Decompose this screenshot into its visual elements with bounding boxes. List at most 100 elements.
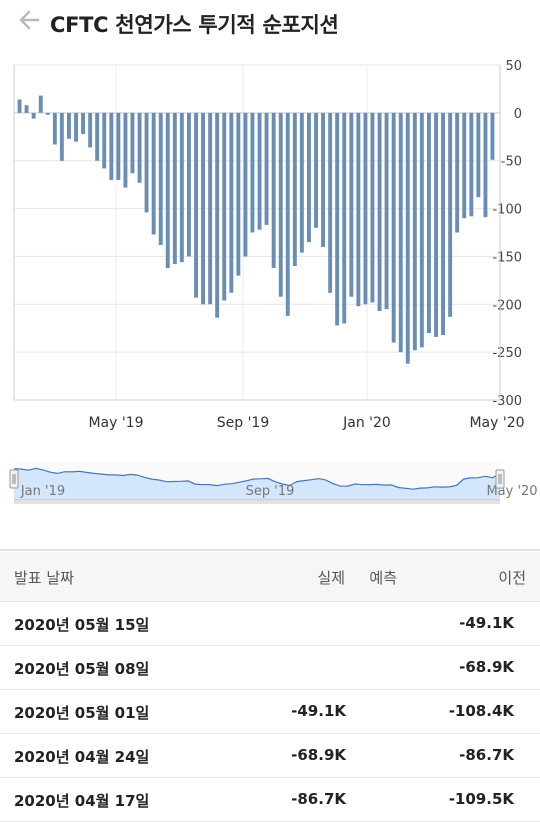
row-date: 2020년 05월 08일 — [14, 660, 150, 678]
x-tick-label: Sep '19 — [217, 415, 270, 431]
row-previous: -108.4K — [448, 702, 514, 720]
bar — [102, 112, 107, 169]
bar — [391, 112, 396, 343]
bar — [201, 112, 205, 305]
bar — [24, 105, 29, 113]
bar — [462, 112, 467, 219]
bar — [187, 112, 191, 257]
navigator-line — [13, 467, 501, 490]
navigator-tick-label: May '20 — [486, 484, 537, 499]
navigator-scrollbar[interactable] — [14, 501, 500, 504]
bar — [172, 112, 177, 265]
row-date: 2020년 04월 24일 — [14, 748, 150, 766]
bar — [250, 112, 255, 233]
bar — [441, 112, 445, 336]
row-actual: -68.9K — [291, 746, 346, 764]
y-tick-label: -50 — [501, 155, 522, 170]
bar — [377, 112, 382, 312]
bar — [95, 112, 100, 161]
bar — [356, 112, 361, 307]
x-tick-label: Jan '20 — [342, 415, 391, 431]
bar — [165, 112, 170, 269]
bar — [448, 112, 453, 317]
bar-chart: 50 0 -50 -100 -150 -200 -250 -300 May '19 Sep '19… — [9, 59, 538, 504]
bar — [158, 112, 163, 246]
bar — [130, 112, 135, 174]
y-tick-label: -300 — [492, 394, 522, 409]
row-actual: -49.1K — [291, 702, 346, 720]
bar — [455, 112, 460, 233]
bar — [222, 112, 227, 301]
y-tick-label: 50 — [505, 59, 522, 74]
bar — [321, 112, 325, 247]
y-tick-label: 0 — [514, 107, 522, 122]
bar — [370, 112, 375, 303]
bar — [469, 112, 474, 217]
row-actual: -86.7K — [291, 790, 346, 808]
bar — [342, 112, 347, 324]
x-tick-label: May '19 — [88, 415, 143, 431]
section-divider — [0, 549, 540, 551]
row-previous: -68.9K — [459, 658, 514, 676]
bar — [278, 112, 283, 297]
y-tick-label: -150 — [492, 250, 522, 265]
bar — [285, 112, 290, 316]
bar — [67, 112, 71, 139]
bar — [208, 112, 213, 305]
y-tick-label: -200 — [492, 298, 522, 313]
navigator-handle-left[interactable] — [9, 469, 19, 489]
y-tick-label: -100 — [492, 203, 522, 218]
bar — [38, 95, 43, 113]
bar — [52, 112, 57, 145]
row-date: 2020년 05월 01일 — [14, 704, 150, 722]
bar — [74, 112, 78, 142]
header-date: 발표 날짜 — [14, 569, 74, 587]
row-date: 2020년 04월 17일 — [14, 792, 150, 810]
bar — [179, 112, 184, 263]
table-row[interactable]: 2020년 04월 17일 -86.7K -109.5K — [0, 778, 540, 822]
bar — [299, 112, 304, 253]
release-table: 발표 날짜 실제 예측 이전 2020년 05월 15일 -49.1K 2020년 … — [0, 552, 540, 822]
bar — [292, 112, 297, 267]
bar — [45, 112, 50, 115]
header-forecast: 예측 — [369, 569, 397, 587]
table-row[interactable]: 2020년 05월 08일 -68.9K — [0, 646, 540, 690]
bar — [314, 112, 318, 228]
bar — [81, 112, 85, 134]
bar — [363, 112, 368, 305]
chart-area: 50 0 -50 -100 -150 -200 -250 -300 May '19 Sep '19… — [0, 50, 540, 550]
x-tick-label: May '20 — [469, 415, 524, 431]
bar — [412, 112, 417, 351]
navigator-area — [14, 468, 500, 500]
row-date: 2020년 05월 15일 — [14, 616, 150, 634]
bar — [257, 112, 262, 230]
bar — [483, 112, 488, 218]
bar — [328, 112, 333, 293]
table-row[interactable]: 2020년 04월 24일 -68.9K -86.7K — [0, 734, 540, 778]
navigator-handle-right[interactable] — [495, 469, 505, 489]
row-previous: -49.1K — [459, 614, 514, 632]
bar — [31, 112, 36, 119]
bar — [405, 112, 410, 364]
bar — [123, 112, 128, 188]
bar — [88, 112, 93, 148]
table-row[interactable]: 2020년 05월 01일 -49.1K -108.4K — [0, 690, 540, 734]
row-previous: -86.7K — [459, 746, 514, 764]
bar — [59, 112, 64, 161]
bar — [264, 112, 269, 225]
bar — [419, 112, 424, 348]
header-actual: 실제 — [317, 569, 345, 587]
arrow-left-icon[interactable] — [14, 5, 44, 35]
table-row[interactable]: 2020년 05월 15일 -49.1K — [0, 602, 540, 646]
bar — [144, 112, 149, 213]
bar — [349, 112, 354, 297]
bar — [236, 112, 241, 276]
table-header: 발표 날짜 실제 예측 이전 — [0, 552, 540, 602]
header-previous: 이전 — [498, 569, 526, 587]
navigator-tick-label: Sep '19 — [246, 484, 295, 499]
row-previous: -109.5K — [448, 790, 514, 808]
bar — [307, 112, 311, 243]
bar — [215, 112, 220, 318]
bar — [398, 112, 403, 353]
bar — [243, 112, 248, 257]
